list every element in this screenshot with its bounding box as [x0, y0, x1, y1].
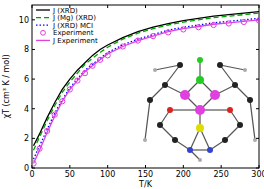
plot-frame [32, 5, 259, 168]
atom [217, 62, 223, 68]
y-tick-label: 2 [24, 134, 29, 143]
series-line [34, 18, 259, 159]
y-tick-label: 10 [19, 16, 29, 25]
y-tick-label: 4 [24, 105, 29, 114]
atom [177, 62, 183, 68]
atom [197, 57, 203, 63]
bond [150, 85, 165, 100]
legend-line [36, 9, 50, 10]
atom [207, 147, 213, 153]
legend-marker [41, 30, 46, 35]
atom [180, 90, 190, 100]
atom [232, 82, 238, 88]
atom [172, 137, 178, 143]
data [32, 12, 259, 166]
atom [227, 107, 233, 113]
atom [247, 97, 253, 103]
y-tick-label: 8 [24, 45, 29, 54]
series-line [34, 13, 259, 150]
bond [145, 100, 150, 140]
legend-line [36, 25, 50, 26]
series-line [34, 12, 259, 146]
legend-line [36, 17, 50, 18]
atom [153, 68, 157, 72]
legend: J (XRD)J (Mg) (XRD)J (XRD) MCIExperiment… [36, 7, 98, 45]
legend-line [36, 40, 50, 41]
y-axis-label: χT (cm³ K / mol) [2, 54, 11, 118]
atom [196, 124, 204, 132]
atom [162, 82, 168, 88]
bond [160, 125, 175, 140]
x-tick-label: 50 [65, 170, 75, 179]
atom [187, 147, 193, 153]
atom [157, 122, 163, 128]
chart: 0 50 100 150 200 250 300 0 2 4 6 8 10 T/K χT (cm³ K / … [0, 0, 264, 189]
atom [237, 122, 243, 128]
atom [167, 107, 173, 113]
atom [210, 90, 220, 100]
y-tick-label: 0 [24, 164, 29, 173]
x-tick-label: 150 [138, 170, 153, 179]
atom [147, 97, 153, 103]
atom [198, 158, 202, 162]
legend-label: J Experiment [52, 37, 98, 45]
bond [250, 100, 255, 140]
x-tick-label: 300 [251, 170, 264, 179]
atom [143, 138, 147, 142]
x-tick-label: 0 [29, 170, 34, 179]
axes: 0 50 100 150 200 250 300 0 2 4 6 8 10 [19, 5, 264, 179]
atom [243, 68, 247, 72]
x-tick-label: 100 [100, 170, 115, 179]
x-tick-label: 250 [214, 170, 229, 179]
atom [222, 137, 228, 143]
atom [195, 105, 205, 115]
x-tick-label: 200 [176, 170, 191, 179]
bond [225, 125, 240, 140]
molecule-inset [143, 57, 257, 162]
y-tick-label: 6 [24, 75, 29, 84]
bond [220, 65, 245, 70]
bond [155, 65, 180, 70]
bond [235, 85, 250, 100]
x-axis-label: T/K [138, 180, 153, 189]
series-line [34, 20, 259, 164]
atom [196, 76, 204, 84]
